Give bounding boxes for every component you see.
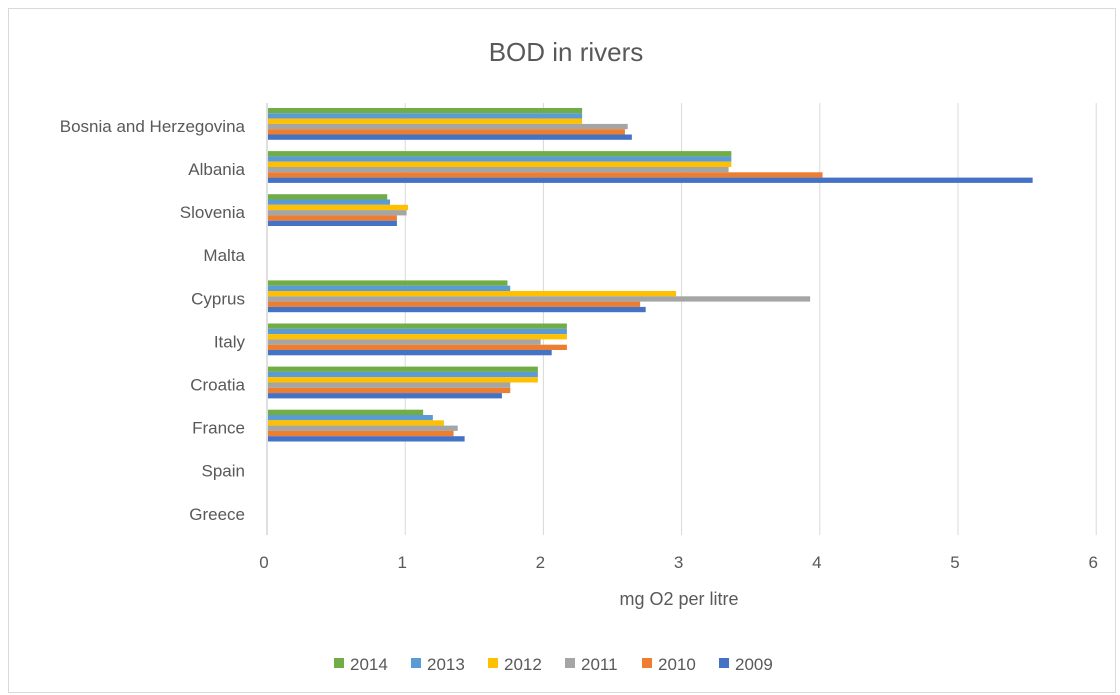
bar xyxy=(268,199,390,205)
category-label: Albania xyxy=(188,160,245,179)
bar xyxy=(268,344,567,350)
bar xyxy=(268,194,388,200)
category-label: Malta xyxy=(203,246,245,265)
bar xyxy=(268,123,628,130)
bar xyxy=(268,285,511,291)
bar xyxy=(268,134,632,140)
bar xyxy=(268,334,567,340)
category-label: Bosnia and Herzegovina xyxy=(60,117,246,136)
legend-label: 2013 xyxy=(427,655,465,674)
x-tick-label: 4 xyxy=(812,553,821,572)
legend-swatch xyxy=(334,658,344,668)
x-axis-label: mg O2 per litre xyxy=(619,589,738,609)
bar xyxy=(268,220,397,226)
bar xyxy=(268,210,407,216)
bars xyxy=(268,108,1033,442)
legend-label: 2012 xyxy=(504,655,542,674)
legend-swatch xyxy=(411,658,421,668)
legend: 2014 2013 2012 2011 2010 2009 xyxy=(334,655,773,674)
legend-label: 2010 xyxy=(658,655,696,674)
bar xyxy=(268,306,646,313)
category-labels: Bosnia and Herzegovina Albania Slovenia Mal… xyxy=(60,117,246,524)
bar xyxy=(268,366,538,372)
category-label: Slovenia xyxy=(180,203,246,222)
legend-swatch xyxy=(642,658,652,668)
bar xyxy=(268,436,465,442)
bar xyxy=(268,425,458,431)
legend-label: 2014 xyxy=(350,655,388,674)
bar xyxy=(268,377,538,383)
category-label: Italy xyxy=(214,332,246,351)
x-tick-label: 0 xyxy=(259,553,268,572)
legend-swatch xyxy=(488,658,498,668)
x-tick-label: 1 xyxy=(397,553,406,572)
chart-title: BOD in rivers xyxy=(489,37,644,67)
category-label: Croatia xyxy=(190,376,245,395)
bar xyxy=(268,172,823,178)
category-label: Greece xyxy=(189,505,245,524)
bar xyxy=(268,430,454,437)
bar xyxy=(268,151,732,157)
bar xyxy=(268,415,433,421)
x-tick-label: 5 xyxy=(950,553,959,572)
bar xyxy=(268,215,397,221)
bar xyxy=(268,204,408,211)
legend-swatch xyxy=(565,658,575,668)
category-label: Cyprus xyxy=(191,289,245,308)
legend-label: 2011 xyxy=(581,655,618,674)
bar xyxy=(268,323,567,329)
bar xyxy=(268,371,538,378)
bar xyxy=(268,382,511,388)
legend-swatch xyxy=(719,658,729,668)
bar xyxy=(268,409,424,415)
category-label: France xyxy=(192,419,245,438)
bar xyxy=(268,291,677,297)
bar xyxy=(268,387,511,394)
bar xyxy=(268,161,732,167)
bar xyxy=(268,301,641,307)
bar xyxy=(268,420,444,426)
legend-label: 2009 xyxy=(735,655,773,674)
bar xyxy=(268,156,732,162)
category-label: Spain xyxy=(202,462,245,481)
bar xyxy=(268,339,541,345)
bar xyxy=(268,129,625,135)
bar xyxy=(268,328,567,335)
x-tick-label: 2 xyxy=(536,553,545,572)
bar xyxy=(268,393,502,399)
bar xyxy=(268,280,508,286)
bar xyxy=(268,118,583,124)
bar xyxy=(268,108,583,114)
bar xyxy=(268,167,729,173)
bar xyxy=(268,296,811,302)
x-tick-labels: 0 1 2 3 4 5 6 xyxy=(259,553,1098,572)
x-tick-label: 3 xyxy=(674,553,683,572)
bar xyxy=(268,113,583,119)
bar xyxy=(268,350,552,356)
x-tick-label: 6 xyxy=(1088,553,1097,572)
bar xyxy=(268,177,1033,183)
